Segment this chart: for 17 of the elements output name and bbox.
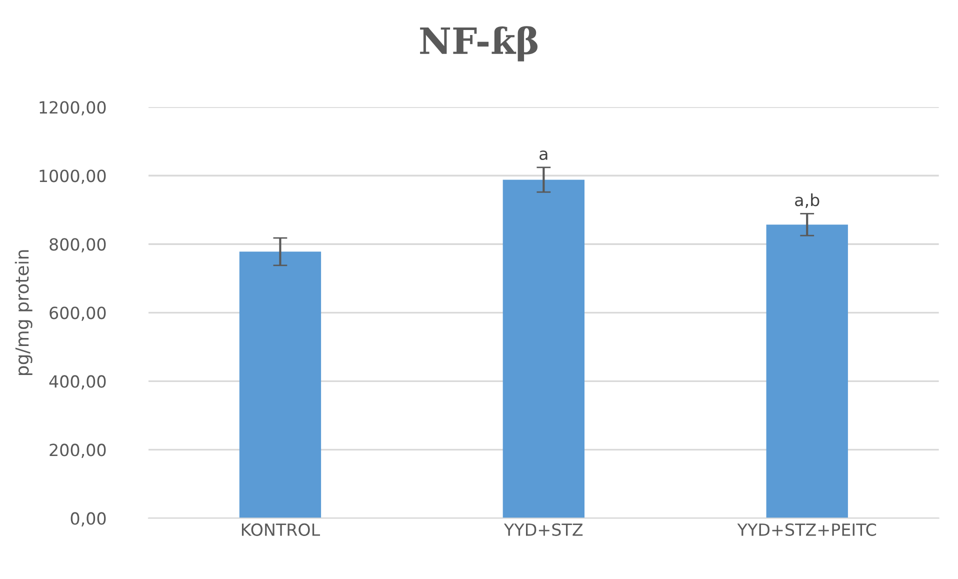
bar xyxy=(502,180,584,518)
x-tick-label: YYD+STZ xyxy=(504,523,583,536)
annotation: a,b xyxy=(795,193,820,208)
x-tick-label: KONTROL xyxy=(242,523,320,536)
y-tick-label: 0,00 xyxy=(70,512,106,526)
bar xyxy=(239,252,322,518)
chart-title: NF-ƙβ xyxy=(420,26,538,62)
y-tick-label: 1000,00 xyxy=(40,170,106,184)
y-tick-label: 200,00 xyxy=(50,444,106,458)
y-tick-label: 600,00 xyxy=(50,306,106,321)
y-tick-label: 400,00 xyxy=(49,375,106,390)
y-tick-label: 800,00 xyxy=(50,238,106,252)
x-tick-label: YYD+STZ+PEITC xyxy=(737,523,876,536)
y-tick-label: 1200,00 xyxy=(40,101,106,116)
y-axis-title: pg/mg protein xyxy=(14,250,32,376)
annotation: a xyxy=(540,150,548,160)
bar xyxy=(766,224,848,518)
